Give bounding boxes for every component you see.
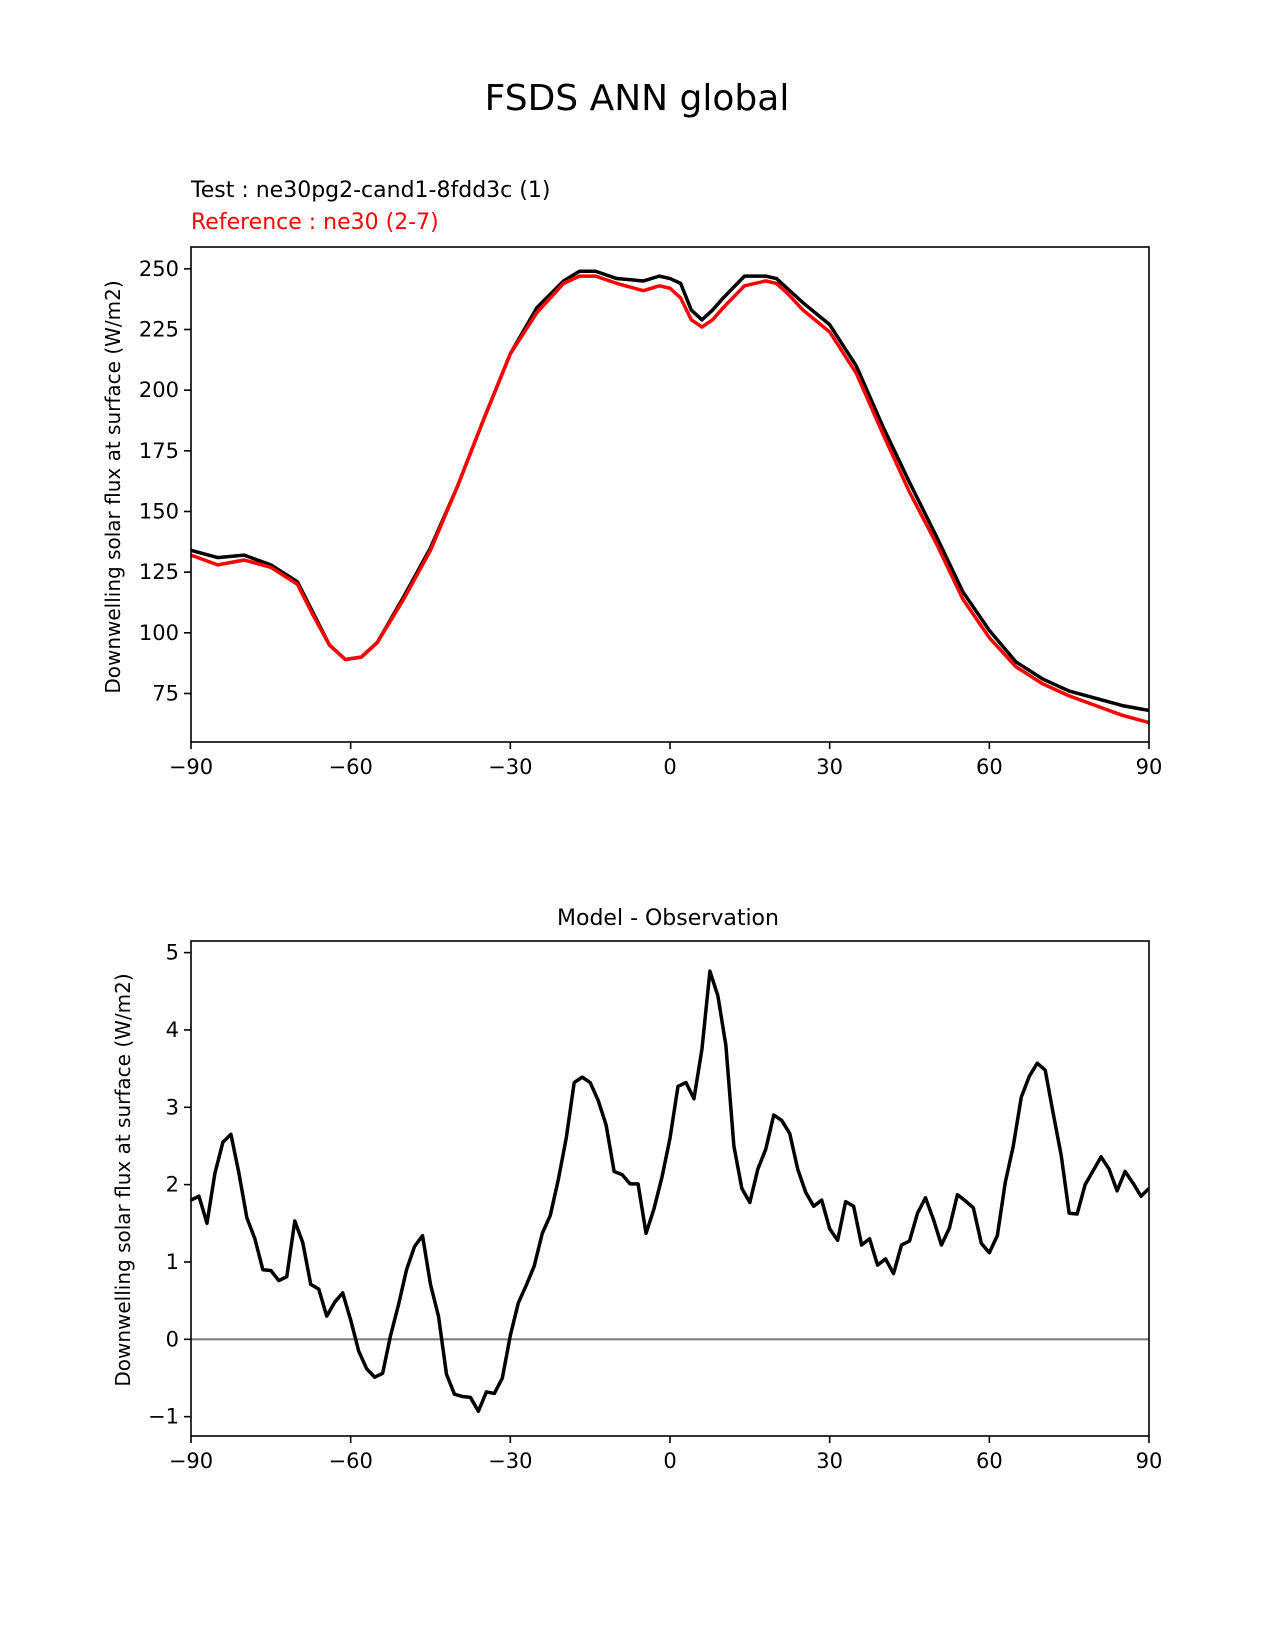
x-tick-label: 90 <box>1136 1449 1163 1473</box>
x-tick-label: 30 <box>816 755 843 779</box>
y-tick-label: 75 <box>152 681 179 705</box>
top-plot-area: −90 −60 −30 0 30 60 90 75 100 125 150 175 200 225 250 <box>139 246 1163 779</box>
y-tick-label: 175 <box>139 439 179 463</box>
y-tick-label: 3 <box>166 1095 179 1119</box>
y-tick-label: 1 <box>166 1250 179 1274</box>
y-tick-label: 4 <box>166 1018 179 1042</box>
y-axis-label: Downwelling solar flux at surface (W/m2) <box>101 280 125 693</box>
bottom-panel-title: Model - Observation <box>557 906 779 931</box>
y-axis-label: Downwelling solar flux at surface (W/m2) <box>111 973 135 1386</box>
y-tick-label: 2 <box>166 1173 179 1197</box>
x-tick-label: 30 <box>816 1449 843 1473</box>
y-tick-label: 200 <box>139 378 179 402</box>
bottom-plot-area: −90 −60 −30 0 30 60 90 −1 0 1 2 3 4 5 <box>148 940 1163 1473</box>
x-tick-label: 0 <box>663 1449 676 1473</box>
y-tick-label: 125 <box>139 560 179 584</box>
x-tick-label: −90 <box>169 1449 213 1473</box>
x-tick-label: −60 <box>329 1449 373 1473</box>
reference-label: Reference : ne30 (2-7) <box>191 210 439 235</box>
y-tick-label: −1 <box>148 1405 179 1429</box>
x-tick-label: 0 <box>663 755 676 779</box>
x-tick-label: 60 <box>976 1449 1003 1473</box>
y-tick-label: 225 <box>139 318 179 342</box>
x-tick-label: 90 <box>1136 755 1163 779</box>
bottom-panel: Model - Observation Downwelling solar fl… <box>111 906 1162 1473</box>
figure-title: FSDS ANN global <box>485 78 790 119</box>
series-line-reference <box>191 274 1149 725</box>
series-line-model-observation <box>191 969 1149 1413</box>
x-tick-label: −30 <box>488 755 532 779</box>
y-tick-label: 100 <box>139 621 179 645</box>
y-tick-label: 0 <box>166 1327 179 1351</box>
y-tick-label: 250 <box>139 257 179 281</box>
y-tick-label: 5 <box>166 941 179 965</box>
x-tick-label: −30 <box>488 1449 532 1473</box>
test-label: Test : ne30pg2-cand1-8fdd3c (1) <box>190 178 550 203</box>
x-tick-label: 60 <box>976 755 1003 779</box>
x-tick-label: −90 <box>169 755 213 779</box>
top-panel: Test : ne30pg2-cand1-8fdd3c (1) Referenc… <box>101 178 1162 779</box>
x-tick-label: −60 <box>329 755 373 779</box>
y-tick-label: 150 <box>139 499 179 523</box>
